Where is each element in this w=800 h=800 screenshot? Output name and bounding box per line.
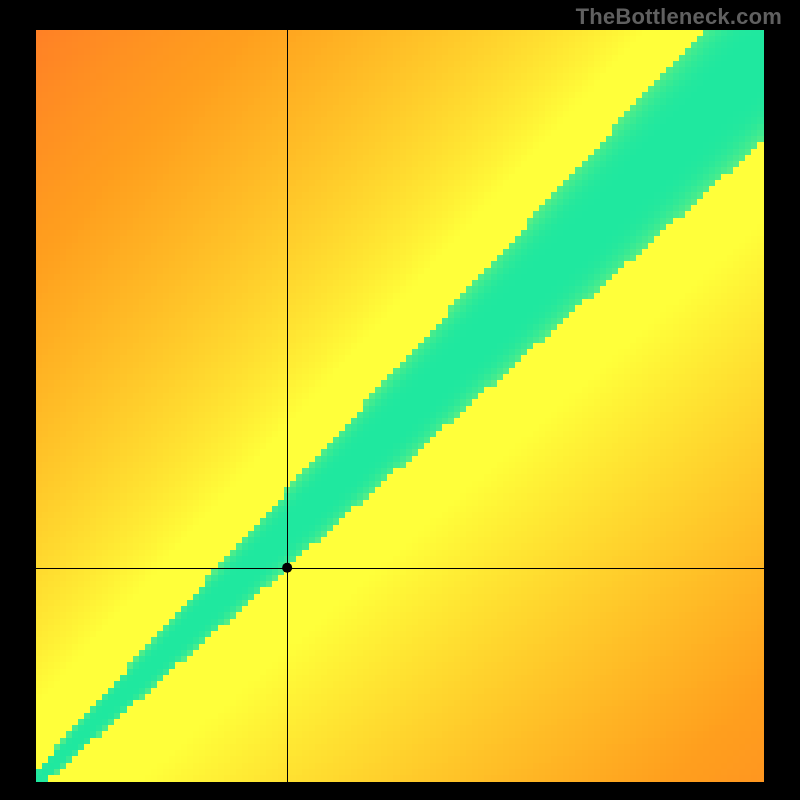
bottleneck-heatmap (36, 30, 764, 782)
watermark-text: TheBottleneck.com (576, 4, 782, 30)
